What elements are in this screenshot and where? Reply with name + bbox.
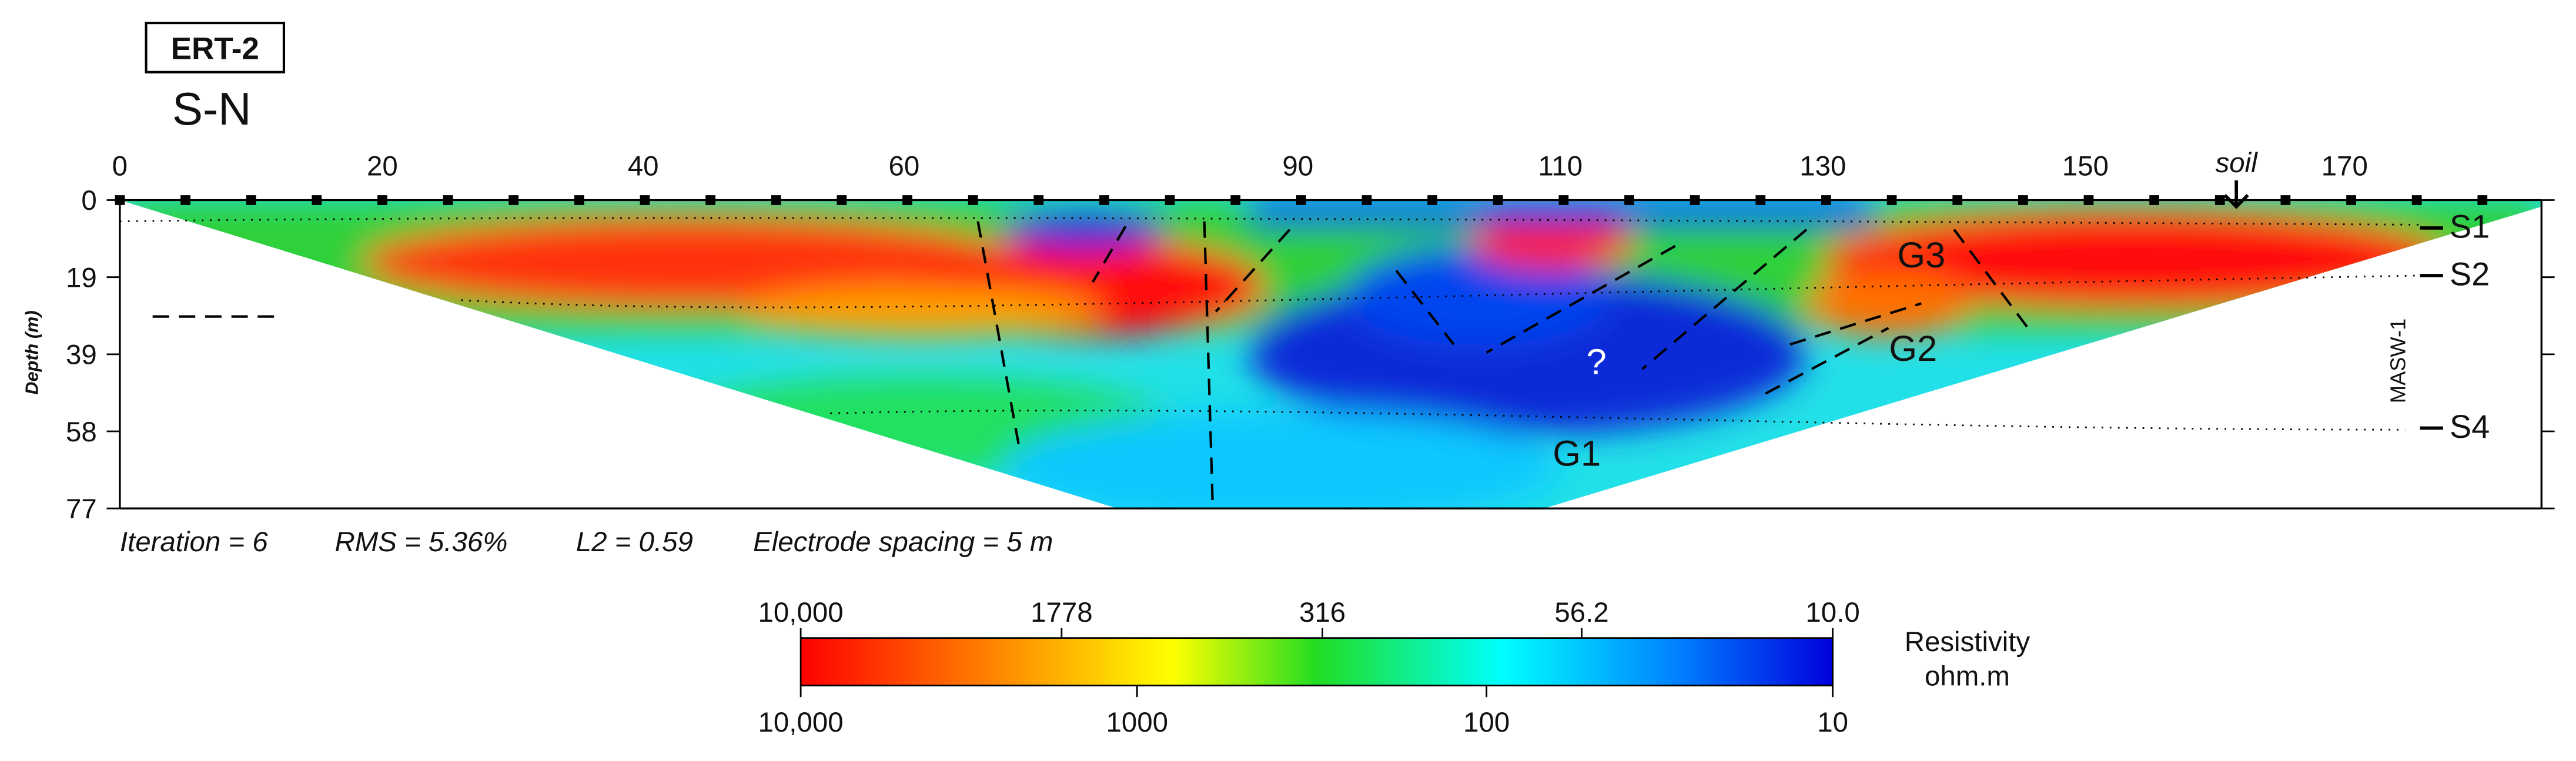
electrode [1952,195,1963,205]
stat: RMS = 5.36% [334,527,507,558]
electrode [2149,195,2159,205]
electrode [1886,195,1897,205]
direction: S-N [172,83,252,135]
depth-tick-label: 19 [66,262,97,293]
electrodes [115,195,2488,205]
x-tick-label: 60 [889,151,920,182]
colorbar-top-label: 10,000 [758,597,844,628]
stat: Electrode spacing = 5 m [753,527,1053,558]
unit-label: G3 [1897,235,1945,276]
masw-label: MASW-1 [2386,319,2410,403]
electrode [1755,195,1766,205]
colorbar-top-label: 56.2 [1554,597,1608,628]
colorbar-title: Resistivity [1905,626,2030,658]
electrode [1296,195,1306,205]
electrode [1821,195,1831,205]
stat: Iteration = 6 [120,527,268,558]
electrode [1033,195,1044,205]
electrode [2214,195,2225,205]
electrode [837,195,847,205]
layer-label: S4 [2450,408,2490,445]
colorbar-unit: ohm.m [1925,661,2010,692]
colorbar-bottom-label: 1000 [1106,707,1168,738]
electrode [574,195,584,205]
depth-tick-label: 0 [81,185,96,216]
depth-tick-label: 58 [66,417,97,448]
soil-label: soil [2216,147,2259,179]
layer-label: S2 [2450,256,2490,293]
x-tick-label: 90 [1282,151,1313,182]
electrode [640,195,650,205]
electrode [180,195,190,205]
colorbar-bottom-label: 10 [1817,707,1848,738]
electrode [2280,195,2291,205]
electrode [443,195,453,205]
x-tick-label: 40 [628,151,659,182]
electrode [1099,195,1109,205]
colorbar-top-label: 316 [1299,597,1346,628]
electrode [2346,195,2356,205]
electrode [1230,195,1241,205]
electrode [508,195,519,205]
electrode [377,195,387,205]
stats: Iteration = 6 RMS = 5.36% L2 = 0.59 Electro… [120,527,1053,558]
electrode [771,195,781,205]
profile-label: ERT-2 [171,31,259,66]
electrode [1361,195,1372,205]
x-tick-label: 20 [367,151,398,182]
electrode [1558,195,1569,205]
x-tick-label: 110 [1538,151,1583,182]
x-tick-label: 130 [1799,151,1846,182]
colorbar [799,637,1834,687]
label-box [145,21,286,73]
soil-arrow [2223,180,2249,209]
x-tick-label: 170 [2321,151,2368,182]
unit-label: G2 [1889,328,1937,369]
depth-tick-label: 77 [66,494,97,525]
colorbar-bottom-label: 100 [1463,707,1510,738]
interpretation-lines [152,221,2029,501]
electrode [705,195,715,205]
section [119,200,2542,509]
electrode [1624,195,1634,205]
electrode [2477,195,2488,205]
depth-label: Depth (m) [21,310,42,394]
colorbar-bottom-label: 10,000 [758,707,844,738]
electrode [1690,195,1700,205]
electrode [246,195,256,205]
depth-tick-label: 39 [66,340,97,371]
electrode [2411,195,2422,205]
colorbar-top-label: 1778 [1031,597,1093,628]
electrode [1165,195,1175,205]
stat: L2 = 0.59 [576,527,693,558]
layer-label: S1 [2450,208,2490,245]
unit-label: ? [1587,341,1607,382]
electrode [968,195,978,205]
unit-label: G1 [1553,434,1601,474]
electrode [312,195,322,205]
x-tick-label: 0 [112,151,128,182]
electrode [2083,195,2094,205]
electrode [1427,195,1437,205]
electrode [902,195,912,205]
electrode [1493,195,1503,205]
colorbar-top-label: 10.0 [1805,597,1859,628]
x-tick-label: 150 [2062,151,2109,182]
electrode [2018,195,2028,205]
